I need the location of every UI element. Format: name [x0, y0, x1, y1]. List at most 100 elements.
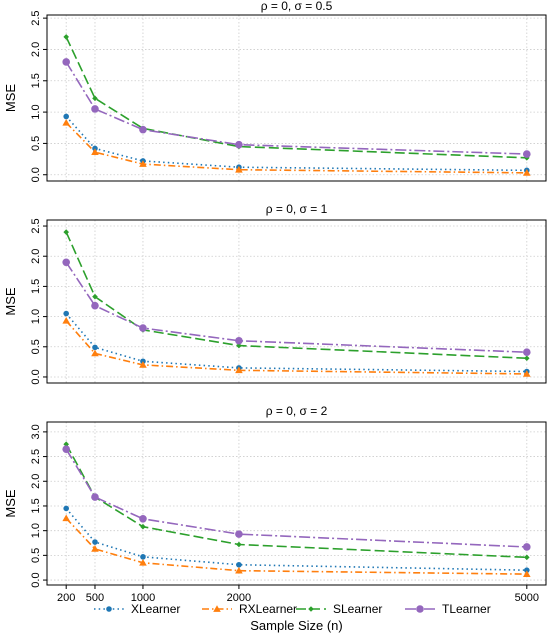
- y-axis-title: MSE: [3, 84, 18, 113]
- data-point-slearner: [92, 293, 98, 300]
- data-point-tlearner: [235, 336, 243, 345]
- data-point-slearner: [236, 342, 242, 349]
- series-line-xlearner: [65, 507, 527, 571]
- panel-2: ρ = 0, σ = 1 0.0 0.5 1.0 1.5 2.0 2.5 MSE: [3, 202, 547, 385]
- data-point-rxlearner: [523, 169, 531, 176]
- data-point-slearner: [63, 34, 69, 40]
- data-point-slearner: [92, 95, 98, 102]
- y-tick-label: 2.5: [30, 218, 42, 233]
- data-point-rxlearner: [235, 366, 243, 374]
- data-point-rxlearner: [139, 361, 147, 368]
- data-point-rxlearner: [523, 570, 531, 577]
- data-point-xlearner: [92, 539, 98, 545]
- data-point-tlearner: [91, 493, 99, 501]
- y-tick-label: 1.5: [30, 73, 42, 88]
- data-point-slearner: [63, 229, 69, 235]
- panel-1: ρ = 0, σ = 0.5 0.0 0.5 1.0 1.5 2.0 2.5 MSE: [3, 0, 547, 182]
- data-point-xlearner: [63, 113, 69, 120]
- legend-item-xlearner: XLearner: [94, 602, 180, 616]
- data-point-slearner: [524, 554, 530, 561]
- y-tick-label: 2.0: [30, 42, 42, 57]
- data-point-rxlearner: [62, 118, 70, 126]
- legend-marker: [416, 605, 424, 613]
- data-point-rxlearner: [523, 370, 531, 377]
- legend-label: RXLearner: [239, 602, 297, 616]
- x-tick-label: 5000: [515, 592, 539, 604]
- y-tick-label: 3.0: [30, 424, 42, 439]
- legend-marker: [213, 605, 221, 612]
- data-point-xlearner: [236, 561, 242, 568]
- legend-item-tlearner: TLearner: [405, 602, 491, 616]
- panel-title: ρ = 0, σ = 0.5: [261, 0, 333, 13]
- panel-title: ρ = 0, σ = 2: [266, 404, 328, 418]
- data-point-tlearner: [235, 140, 243, 149]
- data-point-slearner: [236, 541, 242, 548]
- series-line-xlearner: [65, 313, 527, 373]
- y-tick-label: 0.5: [30, 136, 42, 151]
- data-point-tlearner: [523, 348, 531, 357]
- y-tick-label: 0.0: [30, 572, 42, 587]
- plot-frame: [46, 421, 547, 586]
- y-tick-label: 2.5: [30, 449, 42, 464]
- data-point-rxlearner: [62, 514, 70, 522]
- data-point-tlearner: [139, 324, 147, 332]
- data-point-tlearner: [523, 543, 531, 551]
- y-tick-label: 2.0: [30, 474, 42, 489]
- data-point-tlearner: [62, 258, 70, 267]
- y-tick-label: 2.0: [30, 249, 42, 264]
- data-point-rxlearner: [91, 545, 99, 552]
- y-axis-title: MSE: [3, 489, 18, 518]
- data-point-tlearner: [139, 125, 147, 134]
- data-point-slearner: [524, 355, 530, 362]
- panel-title: ρ = 0, σ = 1: [266, 202, 328, 216]
- data-point-rxlearner: [235, 165, 243, 173]
- data-point-tlearner: [139, 515, 147, 523]
- data-point-tlearner: [91, 105, 99, 113]
- data-point-xlearner: [92, 344, 98, 351]
- legend-label: TLearner: [442, 602, 491, 616]
- data-point-rxlearner: [139, 558, 147, 566]
- data-point-xlearner: [63, 505, 69, 512]
- legend: XLearner RXLearner SLearner TLearner: [94, 602, 491, 616]
- data-point-rxlearner: [139, 160, 147, 167]
- series-line-tlearner: [65, 448, 527, 548]
- data-point-rxlearner: [91, 148, 99, 156]
- legend-item-rxlearner: RXLearner: [202, 602, 297, 616]
- panel-3: ρ = 0, σ = 2 0.0 0.5 1.0 1.5 2.0 2.5 3.0 MSE: [3, 404, 547, 588]
- data-point-tlearner: [91, 301, 99, 310]
- x-tick-label: 500: [86, 592, 104, 604]
- legend-marker: [106, 606, 112, 612]
- data-point-tlearner: [235, 530, 243, 538]
- data-point-slearner: [140, 523, 146, 530]
- y-tick-label: 1.5: [30, 279, 42, 294]
- y-tick-label: 0.5: [30, 339, 42, 354]
- data-point-xlearner: [140, 554, 146, 560]
- data-point-tlearner: [62, 445, 70, 453]
- data-point-slearner: [63, 441, 69, 448]
- legend-item-slearner: SLearner: [296, 602, 382, 616]
- x-axis: 200 500 1000 2000 5000: [57, 585, 539, 604]
- data-point-rxlearner: [62, 317, 70, 324]
- data-point-tlearner: [523, 150, 531, 158]
- series-line-tlearner: [65, 261, 527, 354]
- x-tick-label: 1000: [131, 592, 155, 604]
- series-line-rxlearner: [65, 517, 527, 575]
- y-tick-label: 1.0: [30, 309, 42, 324]
- x-axis-title: Sample Size (n): [250, 618, 342, 633]
- legend-label: SLearner: [333, 602, 382, 616]
- data-point-rxlearner: [235, 566, 243, 574]
- data-point-xlearner: [63, 310, 69, 317]
- y-tick-label: 1.5: [30, 498, 42, 513]
- series-line-tlearner: [65, 61, 527, 155]
- data-point-xlearner: [524, 567, 530, 573]
- x-tick-label: 2000: [227, 592, 251, 604]
- legend-marker: [308, 606, 314, 612]
- plot-frame: [46, 219, 547, 384]
- data-point-rxlearner: [91, 349, 99, 357]
- series-line-slearner: [65, 231, 527, 360]
- data-point-tlearner: [62, 58, 70, 66]
- x-tick-label: 200: [57, 592, 75, 604]
- y-tick-label: 1.0: [30, 523, 42, 538]
- legend-label: XLearner: [131, 602, 180, 616]
